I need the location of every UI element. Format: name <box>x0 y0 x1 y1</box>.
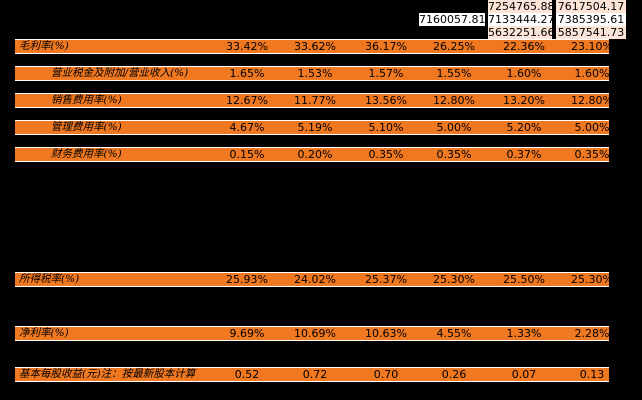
cell-value: 12.67% <box>226 94 268 107</box>
cell-value: 1.55% <box>436 67 472 80</box>
cell-value: 5.00% <box>574 121 610 134</box>
cell-value: 13.56% <box>365 94 407 107</box>
row-label: 管理费用率(%) <box>51 121 122 133</box>
cell-value: 24.02% <box>294 273 336 286</box>
cell-value: 13.20% <box>503 94 545 107</box>
row-label: 净利率(%) <box>19 327 69 339</box>
cell-value: 5.10% <box>368 121 404 134</box>
cell-value: 25.30% <box>433 273 475 286</box>
table-row-gross-margin: 毛利率(%) 33.42% 33.62% 36.17% 26.25% 22.36… <box>15 39 613 54</box>
cell-value: 1.57% <box>368 67 404 80</box>
cell-value: 0.20% <box>297 148 333 161</box>
cell-value: 1.60% <box>574 67 610 80</box>
cell-value: 25.37% <box>365 273 407 286</box>
cell-value: 0.07 <box>511 368 537 381</box>
cell-value: 0.35% <box>368 148 404 161</box>
cell-value: 0.35% <box>436 148 472 161</box>
cell-value: 5.20% <box>506 121 542 134</box>
table-row-eps: 基本每股收益(元)注：按最新股本计算 0.52 0.72 0.70 0.26 0… <box>15 367 609 382</box>
cell-value: 0.72 <box>302 368 328 381</box>
cell-value: 33.62% <box>294 40 336 53</box>
top-cell-r3-c5: 5632251.66 <box>488 26 555 39</box>
row-label: 基本每股收益(元)注：按最新股本计算 <box>19 368 196 380</box>
cell-value: 33.42% <box>226 40 268 53</box>
cell-value: 0.37% <box>506 148 542 161</box>
cell-value: 0.13 <box>579 368 605 381</box>
cell-value: 4.67% <box>229 121 265 134</box>
table-row-admin-expense-ratio: 管理费用率(%) 4.67% 5.19% 5.10% 5.00% 5.20% 5… <box>15 120 609 135</box>
cell-value: 5.19% <box>297 121 333 134</box>
cell-value: 0.15% <box>229 148 265 161</box>
table-row-finance-expense-ratio: 财务费用率(%) 0.15% 0.20% 0.35% 0.35% 0.37% 0… <box>15 147 609 162</box>
cell-value: 4.55% <box>436 327 472 340</box>
cell-value: 0.26 <box>441 368 467 381</box>
cell-value: 9.69% <box>229 327 265 340</box>
top-cell-r2-c4: 7160057.81 <box>419 13 486 26</box>
cell-value: 25.93% <box>226 273 268 286</box>
top-cell-r2-c6: 7385395.61 <box>556 13 626 26</box>
cell-value: 36.17% <box>365 40 407 53</box>
cell-value: 12.80% <box>433 94 475 107</box>
cell-value: 26.25% <box>433 40 475 53</box>
cell-value: 1.65% <box>229 67 265 80</box>
top-cell-r2-c5: 7133444.27 <box>488 13 555 26</box>
top-cell-r1-c6: 7617504.17 <box>556 0 626 13</box>
cell-value: 1.53% <box>297 67 333 80</box>
row-label: 所得税率(%) <box>19 273 80 285</box>
cell-value: 12.80% <box>571 94 613 107</box>
cell-value: 5.00% <box>436 121 472 134</box>
row-label: 财务费用率(%) <box>51 148 122 160</box>
table-row-selling-expense-ratio: 销售费用率(%) 12.67% 11.77% 13.56% 12.80% 13.… <box>15 93 613 108</box>
cell-value: 22.36% <box>503 40 545 53</box>
cell-value: 10.63% <box>365 327 407 340</box>
row-label: 营业税金及附加/营业收入(%) <box>51 67 189 79</box>
row-label: 销售费用率(%) <box>51 94 122 106</box>
cell-value: 25.30% <box>571 273 613 286</box>
cell-value: 0.70 <box>373 368 399 381</box>
cell-value: 23.10% <box>571 40 613 53</box>
cell-value: 11.77% <box>294 94 336 107</box>
cell-value: 25.50% <box>503 273 545 286</box>
cell-value: 10.69% <box>294 327 336 340</box>
table-row-net-margin: 净利率(%) 9.69% 10.69% 10.63% 4.55% 1.33% 2… <box>15 326 609 341</box>
table-row-business-tax-ratio: 营业税金及附加/营业收入(%) 1.65% 1.53% 1.57% 1.55% … <box>15 66 609 81</box>
cell-value: 0.35% <box>574 148 610 161</box>
cell-value: 1.60% <box>506 67 542 80</box>
row-label: 毛利率(%) <box>19 40 69 52</box>
top-cell-r3-c6: 5857541.73 <box>556 26 626 39</box>
cell-value: 1.33% <box>506 327 542 340</box>
cell-value: 0.52 <box>234 368 260 381</box>
cell-value: 2.28% <box>574 327 610 340</box>
table-row-income-tax-rate: 所得税率(%) 25.93% 24.02% 25.37% 25.30% 25.5… <box>15 272 613 287</box>
top-cell-r1-c5: 7254765.88 <box>488 0 555 13</box>
